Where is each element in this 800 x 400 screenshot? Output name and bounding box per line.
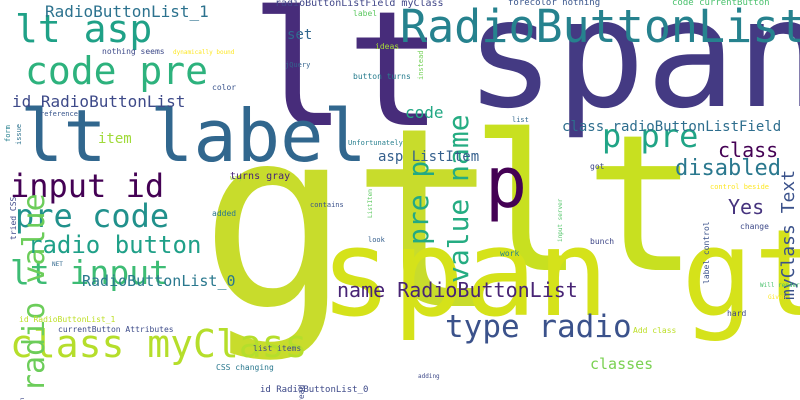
cloud-word: label control: [702, 221, 711, 284]
cloud-word: RadioButtonList_0: [82, 272, 236, 290]
cloud-word: lt: [250, 0, 443, 163]
cloud-word: added: [212, 209, 237, 218]
cloud-word: lt asp: [15, 7, 153, 51]
cloud-word: list: [512, 116, 529, 124]
cloud-word: input server: [557, 198, 564, 242]
cloud-word: dynamically bound: [173, 49, 235, 56]
cloud-word: CSS changing: [216, 363, 274, 372]
cloud-word: p pre: [602, 117, 699, 155]
cloud-word: class radioButtonListField: [562, 119, 782, 135]
cloud-word: Yes: [728, 195, 765, 219]
cloud-word: issue: [15, 123, 23, 145]
cloud-word: RadioButtonList: [400, 0, 800, 53]
cloud-word: got: [590, 162, 605, 171]
cloud-word: ListItem: [367, 189, 374, 218]
cloud-word: contains: [310, 201, 344, 209]
cloud-word: work: [500, 249, 520, 258]
cloud-word: lt label: [20, 94, 367, 178]
cloud-word: code pre: [25, 49, 209, 93]
cloud-word: value name: [442, 114, 475, 283]
cloud-word: Add class: [633, 326, 677, 335]
cloud-word: bunch: [590, 237, 615, 246]
cloud-word: RadioButtonList_1: [45, 2, 209, 21]
cloud-word: turns gray: [230, 171, 291, 182]
cloud-word: gt: [200, 74, 502, 365]
cloud-word: lt: [470, 94, 699, 315]
cloud-word: code currentButton: [672, 0, 770, 8]
cloud-word: change: [740, 222, 769, 231]
cloud-word: control beside: [710, 183, 770, 191]
cloud-word: disabled: [675, 156, 781, 181]
cloud-word: tried CSS: [9, 196, 18, 240]
cloud-word: Unfortunately: [348, 139, 403, 147]
cloud-word: radio button: [28, 231, 202, 259]
cloud-word: form: [4, 125, 12, 142]
cloud-word: id RadioButtonList: [12, 92, 186, 111]
cloud-word: set: [287, 27, 313, 43]
cloud-word: span: [465, 0, 800, 142]
cloud-word: Given: [768, 294, 787, 301]
cloud-word: class: [718, 138, 779, 162]
cloud-word: myClass Text: [778, 169, 799, 300]
cloud-word: pre p: [402, 160, 435, 245]
cloud-word: hard: [727, 309, 747, 318]
cloud-word: id RadioButtonList_0: [260, 385, 369, 395]
cloud-word: Will render: [760, 282, 800, 289]
cloud-word: span gt: [320, 205, 800, 344]
cloud-word: id RadioButtonList_1: [19, 315, 116, 324]
cloud-word: p: [485, 142, 528, 224]
cloud-word: classes: [590, 355, 654, 373]
cloud-word: ideas: [375, 42, 400, 51]
cloud-word: item: [98, 131, 132, 147]
cloud-word: adding: [418, 373, 440, 380]
cloud-word: forecolor nothing: [508, 0, 601, 8]
cloud-word: code: [405, 103, 444, 122]
cloud-word: instead: [417, 50, 425, 80]
cloud-word: label: [353, 9, 378, 18]
cloud-word: reference: [40, 110, 78, 118]
cloud-word: input id: [10, 167, 165, 205]
cloud-word: radio value: [17, 193, 52, 392]
cloud-word: currentButton Attributes: [58, 325, 174, 334]
cloud-word: NET: [52, 261, 63, 268]
cloud-word: asp ListItem: [378, 149, 480, 165]
cloud-word: type radio: [445, 309, 632, 345]
cloud-word: way: [230, 174, 243, 182]
cloud-word: class myClass: [10, 322, 308, 366]
cloud-word: list items: [253, 344, 302, 353]
cloud-word: jQuery: [285, 61, 311, 69]
cloud-word: pre code: [15, 197, 170, 235]
cloud-word: color: [212, 83, 237, 92]
cloud-word: button turns: [353, 72, 411, 81]
cloud-word: nothing seems: [102, 47, 165, 56]
cloud-word: look: [368, 236, 385, 244]
cloud-word: radioButtonListField myClass: [275, 0, 444, 9]
cloud-word: name RadioButtonList: [337, 278, 578, 302]
cloud-word: lt input: [10, 253, 169, 292]
